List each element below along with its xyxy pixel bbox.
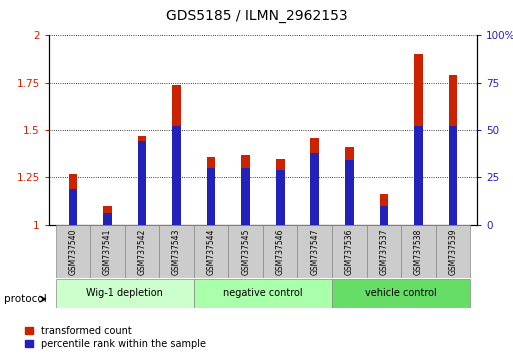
Bar	[448, 126, 457, 225]
Bar	[241, 168, 250, 225]
Bar	[69, 189, 77, 225]
Bar	[380, 194, 388, 225]
Text: GSM737547: GSM737547	[310, 228, 319, 275]
Text: GSM737538: GSM737538	[414, 228, 423, 275]
Bar	[55, 225, 90, 278]
Bar	[310, 153, 319, 225]
Bar	[159, 225, 194, 278]
Text: GSM737543: GSM737543	[172, 228, 181, 275]
Bar	[194, 225, 228, 278]
Bar	[332, 225, 367, 278]
Bar	[194, 279, 332, 308]
Bar	[414, 54, 423, 225]
Text: Wig-1 depletion: Wig-1 depletion	[86, 289, 163, 298]
Bar	[345, 160, 353, 225]
Text: GSM737537: GSM737537	[379, 228, 388, 275]
Bar	[125, 225, 159, 278]
Text: protocol: protocol	[4, 294, 47, 304]
Bar	[345, 147, 353, 225]
Text: GSM737540: GSM737540	[68, 228, 77, 275]
Bar	[401, 225, 436, 278]
Text: GSM737545: GSM737545	[241, 228, 250, 275]
Bar	[172, 85, 181, 225]
Bar	[103, 213, 112, 225]
Text: GSM737544: GSM737544	[207, 228, 215, 275]
Text: GSM737539: GSM737539	[448, 228, 458, 275]
Text: GSM737541: GSM737541	[103, 228, 112, 275]
Text: GDS5185 / ILMN_2962153: GDS5185 / ILMN_2962153	[166, 9, 347, 23]
Bar	[103, 206, 112, 225]
Text: vehicle control: vehicle control	[365, 289, 437, 298]
Bar	[241, 155, 250, 225]
Bar	[90, 225, 125, 278]
Bar	[332, 279, 470, 308]
Text: GSM737546: GSM737546	[275, 228, 285, 275]
Bar	[207, 156, 215, 225]
Bar	[414, 126, 423, 225]
Bar	[228, 225, 263, 278]
Bar	[137, 136, 146, 225]
Legend: transformed count, percentile rank within the sample: transformed count, percentile rank withi…	[25, 326, 206, 349]
Bar	[310, 138, 319, 225]
Bar	[172, 126, 181, 225]
Bar	[137, 142, 146, 225]
Bar	[298, 225, 332, 278]
Bar	[448, 75, 457, 225]
Text: negative control: negative control	[223, 289, 303, 298]
Bar	[276, 159, 285, 225]
Bar	[55, 279, 194, 308]
Bar	[207, 168, 215, 225]
Bar	[436, 225, 470, 278]
Text: GSM737542: GSM737542	[137, 228, 147, 275]
Bar	[263, 225, 298, 278]
Bar	[69, 174, 77, 225]
Bar	[276, 170, 285, 225]
Text: GSM737536: GSM737536	[345, 228, 354, 275]
Bar	[380, 206, 388, 225]
Bar	[367, 225, 401, 278]
